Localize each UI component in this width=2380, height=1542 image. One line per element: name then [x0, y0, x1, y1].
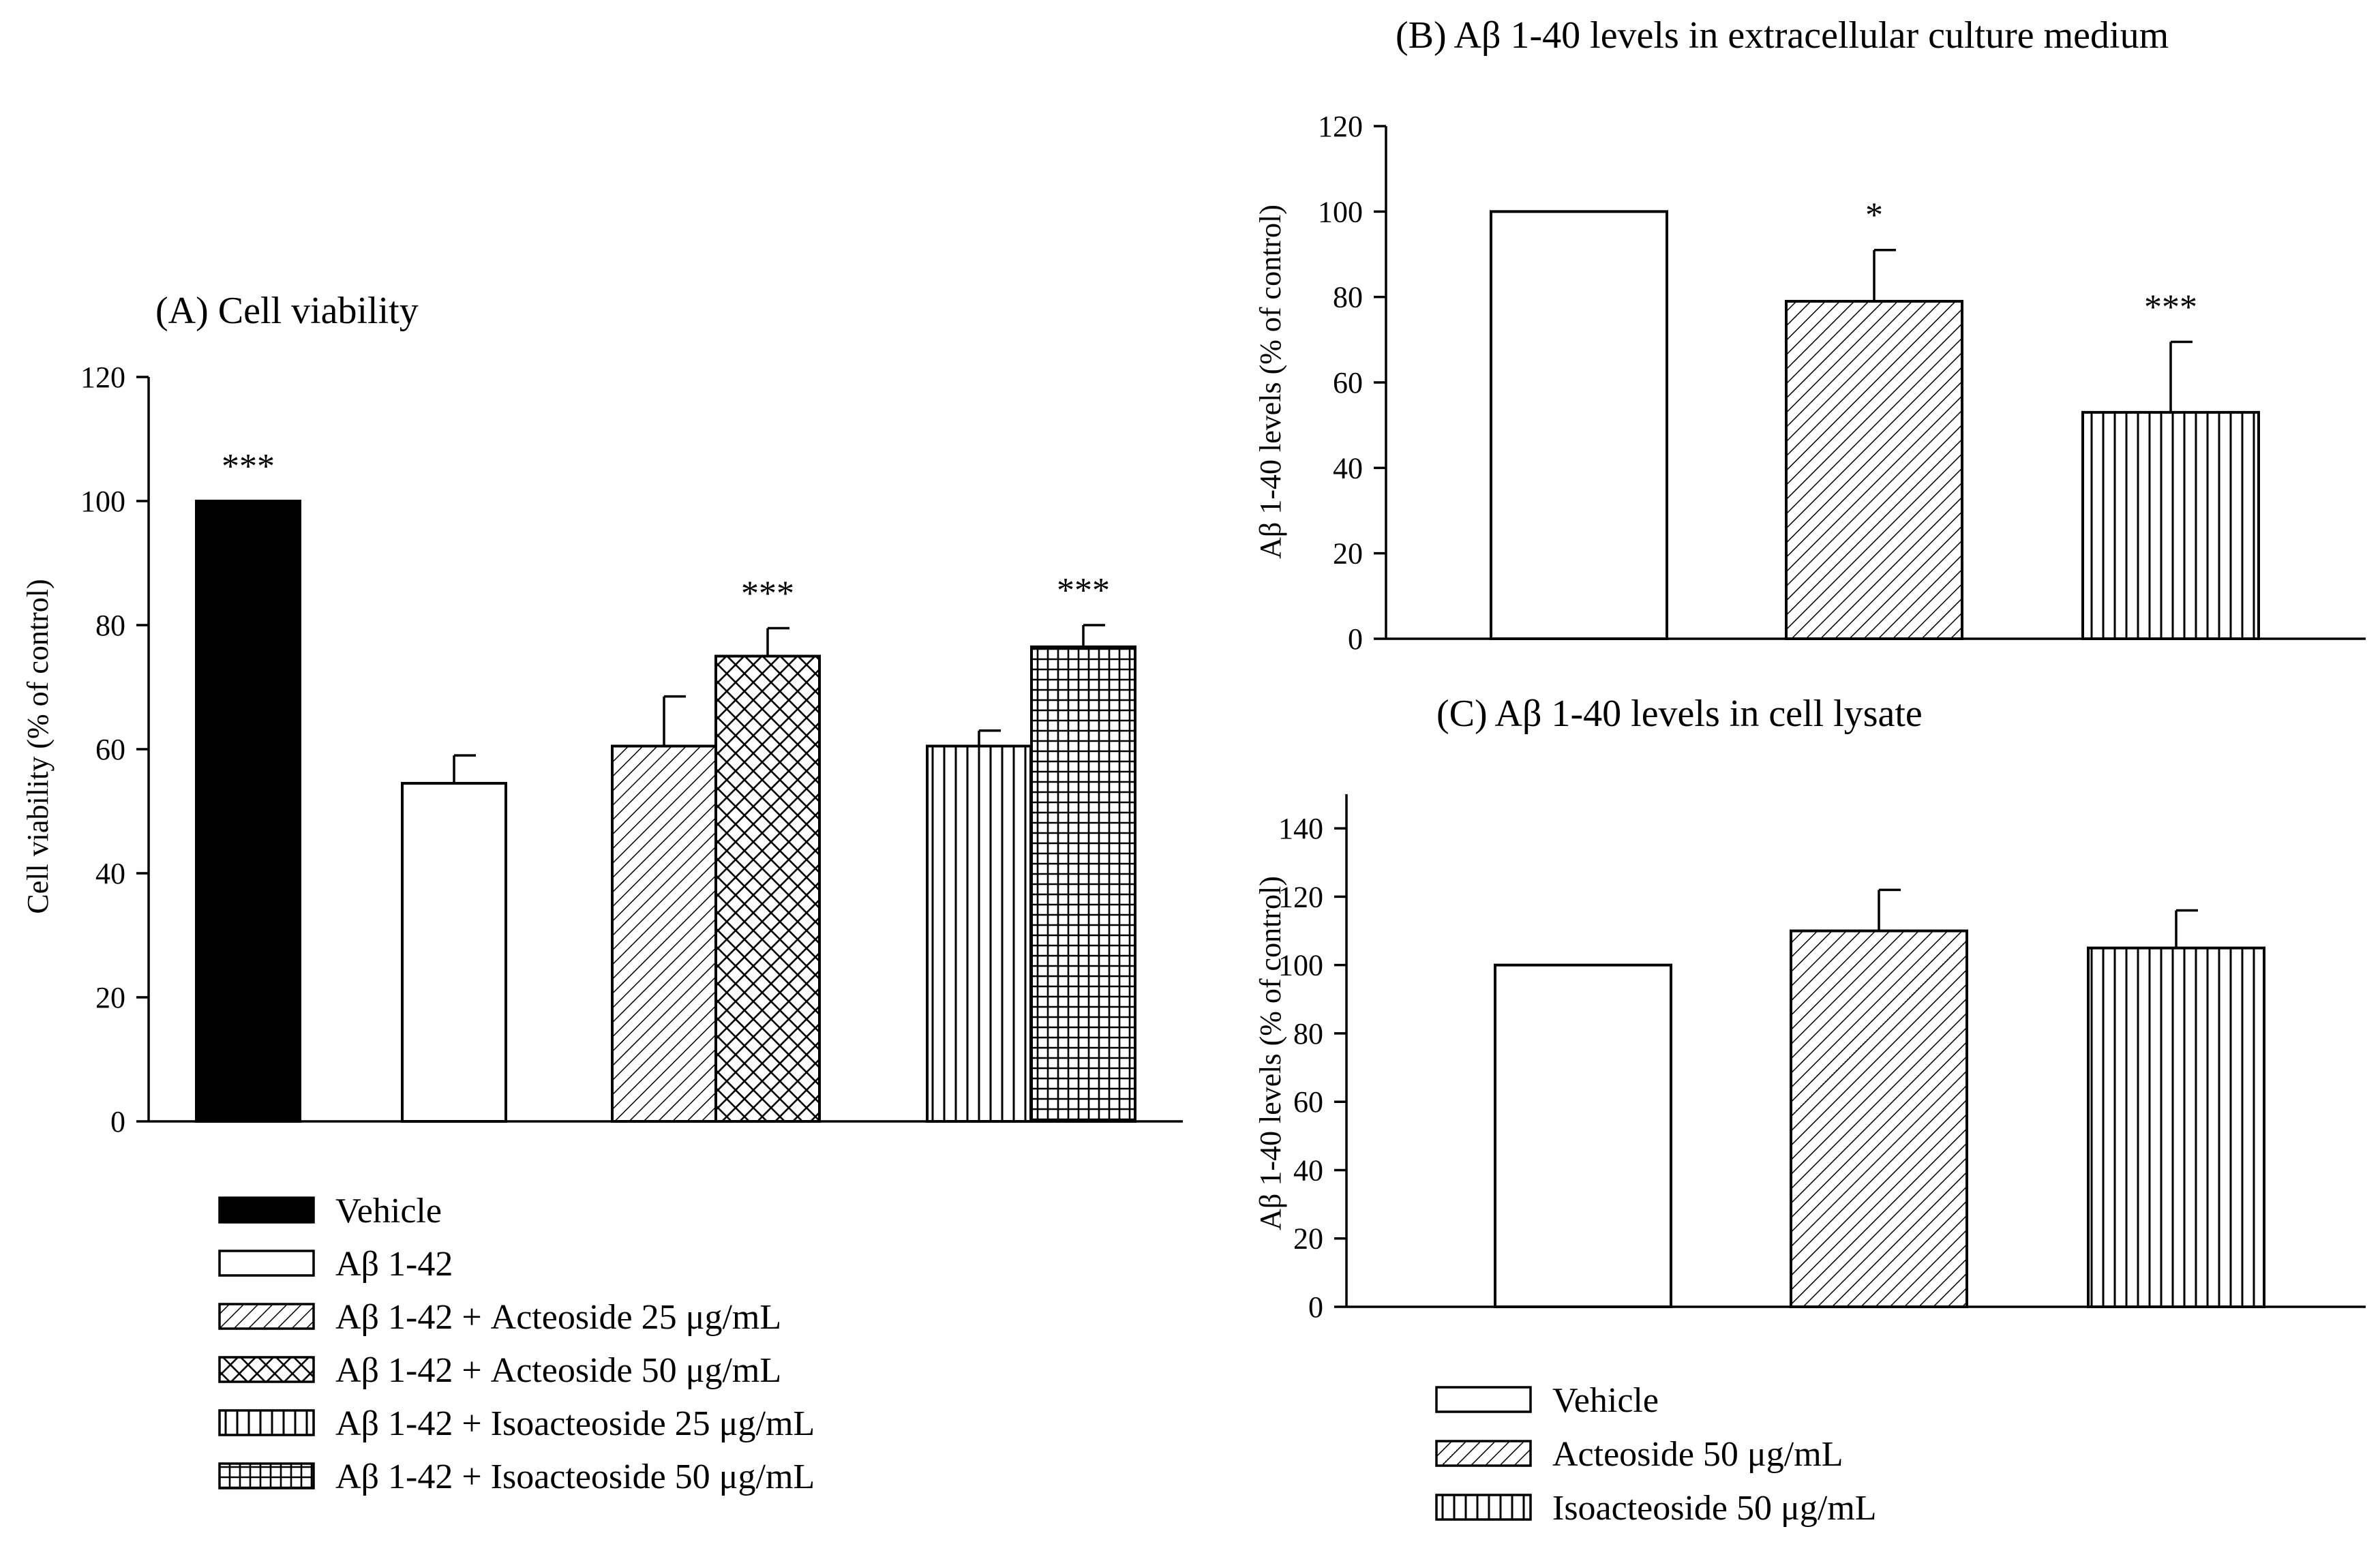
y-tick-label: 120	[1318, 110, 1363, 143]
bar	[926, 744, 1032, 1123]
significance-label: ***	[1057, 571, 1110, 610]
bar	[2081, 410, 2260, 640]
y-tick-label: 0	[110, 1105, 125, 1138]
y-tick-label: 20	[95, 981, 125, 1014]
legend-label: Aβ 1-42 + Acteoside 25 μg/mL	[335, 1298, 781, 1337]
significance-label: ***	[222, 447, 275, 486]
y-tick-label: 60	[1293, 1085, 1323, 1119]
panel-b-bars: ****	[1490, 196, 2260, 641]
legend-item: Isoacteoside 50 μg/mL	[1435, 1489, 1877, 1528]
y-tick-label: 80	[1293, 1017, 1323, 1050]
significance-label: ***	[741, 575, 794, 614]
panel-a-legend: Vehicle Aβ 1-42 Aβ 1-42 + Acteoside 25 μg/…	[218, 1192, 815, 1496]
y-tick-label: 120	[80, 361, 125, 394]
legend-swatch	[218, 1250, 315, 1277]
bar	[195, 500, 301, 1123]
panel-b-y-axis-label: Aβ 1-40 levels (% of control)	[1254, 205, 1287, 559]
legend-item: Aβ 1-42	[218, 1245, 453, 1284]
panel-b-title: (B) Aβ 1-40 levels in extracellular cult…	[1396, 14, 2169, 57]
panel-c-legend: Vehicle Acteoside 50 μg/mL Isoacteoside 50…	[1435, 1381, 1877, 1528]
legend-label: Vehicle	[335, 1192, 442, 1230]
bar	[1494, 963, 1672, 1308]
legend-item: Aβ 1-42 + Acteoside 25 μg/mL	[218, 1298, 781, 1337]
legend-swatch	[218, 1196, 315, 1224]
legend-label: Aβ 1-42	[335, 1245, 453, 1284]
legend-item: Vehicle	[218, 1192, 442, 1230]
legend-swatch	[218, 1462, 315, 1490]
y-tick-label: 100	[1318, 195, 1363, 228]
panel-c-bars	[1494, 888, 2265, 1308]
legend-swatch	[218, 1303, 315, 1330]
panel-a-bars: *** *** ***	[195, 447, 1136, 1123]
y-tick-label: 40	[1333, 451, 1363, 485]
y-tick-label: 100	[1278, 949, 1323, 982]
legend-swatch	[1435, 1440, 1532, 1467]
legend-swatch	[1435, 1386, 1532, 1413]
y-tick-label: 0	[1308, 1290, 1323, 1324]
panel-a-y-axis-label: Cell viability (% of control)	[21, 579, 55, 913]
significance-label: *	[1865, 196, 1883, 235]
legend-label: Vehicle	[1552, 1381, 1659, 1420]
panel-c-y-axis-label: Aβ 1-40 levels (% of control)	[1254, 876, 1287, 1230]
y-tick-label: 0	[1348, 622, 1363, 656]
bar	[1490, 210, 1668, 641]
legend-item: Aβ 1-42 + Acteoside 50 μg/mL	[218, 1351, 781, 1390]
y-tick-label: 140	[1278, 812, 1323, 845]
legend-item: Aβ 1-42 + Isoacteoside 25 μg/mL	[218, 1404, 815, 1443]
legend-label: Isoacteoside 50 μg/mL	[1552, 1489, 1877, 1528]
legend-label: Acteoside 50 μg/mL	[1552, 1435, 1843, 1474]
legend-label: Aβ 1-42 + Isoacteoside 25 μg/mL	[335, 1404, 815, 1443]
bar	[1785, 299, 1963, 640]
legend-swatch	[1435, 1494, 1532, 1521]
y-tick-label: 120	[1278, 880, 1323, 913]
bar	[611, 744, 717, 1123]
bar	[714, 654, 821, 1123]
bar	[1790, 929, 1968, 1308]
y-tick-label: 20	[1333, 537, 1363, 571]
legend-swatch	[218, 1409, 315, 1436]
bar	[2087, 946, 2265, 1308]
y-tick-label: 60	[95, 733, 125, 766]
y-tick-label: 100	[80, 485, 125, 518]
y-tick-label: 20	[1293, 1222, 1323, 1256]
panel-a-cell-viability: (A) Cell viability Cell viability (% of …	[21, 290, 1183, 1496]
y-tick-label: 40	[95, 857, 125, 890]
y-tick-label: 80	[95, 609, 125, 642]
legend-item: Vehicle	[1435, 1381, 1659, 1420]
panel-c-title: (C) Aβ 1-40 levels in cell lysate	[1436, 693, 1923, 735]
legend-label: Aβ 1-42 + Isoacteoside 50 μg/mL	[335, 1457, 815, 1496]
legend-swatch	[218, 1356, 315, 1383]
legend-item: Acteoside 50 μg/mL	[1435, 1435, 1843, 1474]
y-tick-label: 60	[1333, 366, 1363, 399]
bar	[401, 782, 507, 1123]
panel-b-extracellular-medium: (B) Aβ 1-40 levels in extracellular cult…	[1254, 14, 2366, 656]
legend-item: Aβ 1-42 + Isoacteoside 50 μg/mL	[218, 1457, 815, 1496]
panel-a-title: (A) Cell viability	[155, 290, 419, 332]
significance-label: ***	[2144, 288, 2197, 327]
bar	[1030, 645, 1136, 1123]
legend-label: Aβ 1-42 + Acteoside 50 μg/mL	[335, 1351, 781, 1390]
y-tick-label: 80	[1333, 281, 1363, 314]
y-tick-label: 40	[1293, 1153, 1323, 1187]
panel-c-cell-lysate: (C) Aβ 1-40 levels in cell lysate Aβ 1-4…	[1254, 693, 2366, 1528]
panel-a-axes: 0 20 40 60 80 100 120	[80, 361, 1183, 1138]
